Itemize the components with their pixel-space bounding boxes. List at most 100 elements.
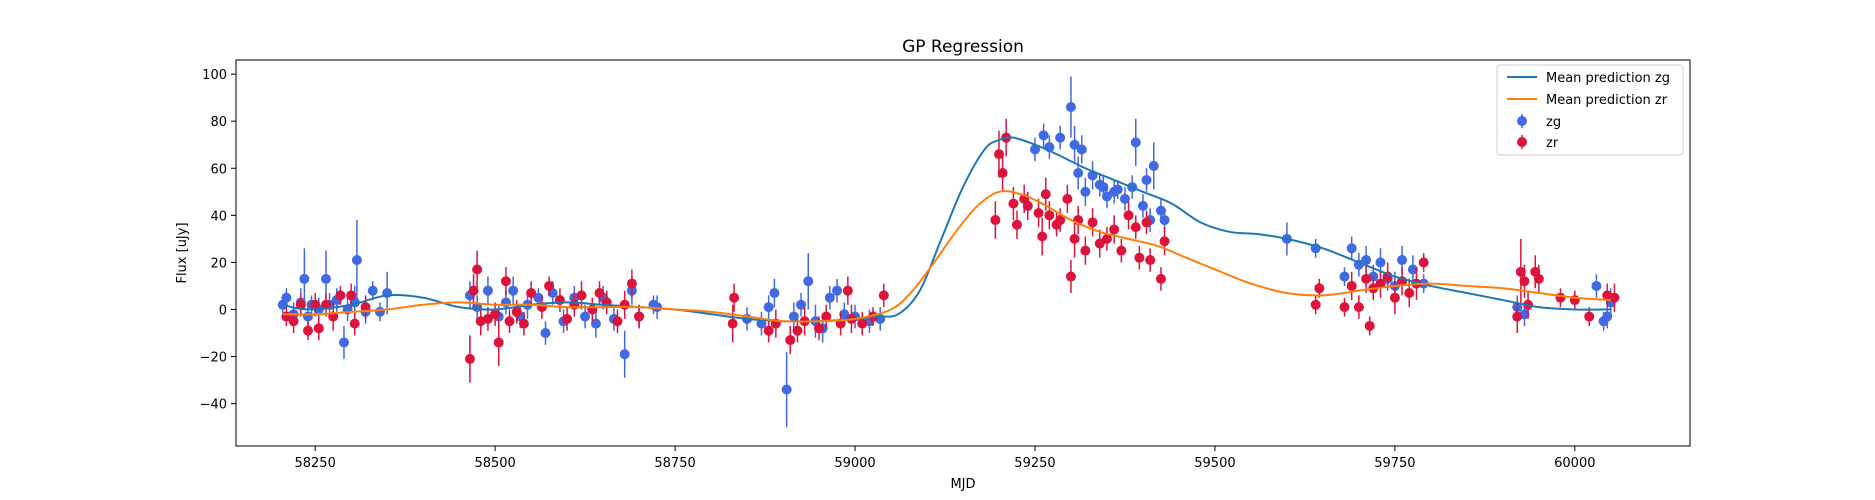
point-zg	[533, 292, 544, 303]
point-zr	[1512, 311, 1523, 322]
chart-title: GP Regression	[902, 37, 1024, 57]
point-zr	[1101, 233, 1112, 244]
point-zr	[335, 290, 346, 301]
point-zr	[313, 323, 324, 334]
point-zg	[1591, 280, 1602, 291]
point-zg	[590, 318, 601, 329]
point-zg	[1155, 205, 1166, 216]
point-zr	[576, 290, 587, 301]
y-tick-label: 80	[210, 115, 227, 130]
point-zr	[857, 318, 868, 329]
point-zg	[540, 328, 551, 339]
point-zr	[302, 325, 313, 336]
legend-box	[1496, 64, 1684, 156]
point-zr	[1116, 245, 1127, 256]
point-zr	[587, 304, 598, 315]
point-zr	[482, 313, 493, 324]
point-zg	[1148, 160, 1159, 171]
point-zr	[763, 325, 774, 336]
legend-marker-zr	[1517, 137, 1527, 147]
point-zr	[1069, 233, 1080, 244]
point-zg	[652, 302, 663, 313]
x-tick-label: 59500	[1194, 456, 1235, 471]
point-zg	[769, 288, 780, 299]
point-zr	[1109, 224, 1120, 235]
point-zr	[1314, 283, 1325, 294]
x-tick-label: 58250	[294, 456, 335, 471]
point-zg	[788, 311, 799, 322]
point-zr	[1141, 217, 1152, 228]
point-zg	[1055, 132, 1066, 143]
point-zr	[842, 285, 853, 296]
point-zr	[1584, 311, 1595, 322]
point-zr	[594, 288, 605, 299]
point-zg	[1098, 182, 1109, 193]
point-zr	[1375, 278, 1386, 289]
point-zr	[997, 167, 1008, 178]
point-zg	[1029, 144, 1040, 155]
point-zg	[1112, 184, 1123, 195]
point-zr	[1134, 252, 1145, 263]
point-zg	[1076, 144, 1087, 155]
point-zr	[727, 318, 738, 329]
point-zg	[619, 349, 630, 360]
point-zr	[1094, 238, 1105, 249]
point-zg	[839, 309, 850, 320]
legend: Mean prediction zg Mean prediction zr zg…	[1496, 64, 1684, 156]
point-zr	[544, 280, 555, 291]
point-zr	[1353, 302, 1364, 313]
point-zr	[1310, 299, 1321, 310]
point-zr	[1155, 273, 1166, 284]
point-zr	[1033, 207, 1044, 218]
point-zr	[878, 290, 889, 301]
point-zg	[1130, 137, 1141, 148]
mean-prediction-zr-line	[282, 190, 1611, 323]
legend-label-zr-line: Mean prediction zr	[1546, 93, 1668, 108]
point-zr	[1080, 245, 1091, 256]
point-zg	[500, 297, 511, 308]
point-zg	[1101, 191, 1112, 202]
point-zr	[1159, 236, 1170, 247]
point-zg	[281, 292, 292, 303]
x-tick-label: 59000	[834, 456, 875, 471]
point-zg	[1375, 257, 1386, 268]
point-zr	[785, 335, 796, 346]
point-zr	[310, 299, 321, 310]
point-zg	[1361, 255, 1372, 266]
legend-label-zg-line: Mean prediction zg	[1546, 71, 1670, 86]
point-zr	[729, 292, 740, 303]
point-zr	[612, 316, 623, 327]
x-tick-label: 58750	[654, 456, 695, 471]
point-zr	[493, 337, 504, 348]
point-zr	[1055, 215, 1066, 226]
point-zg	[1397, 255, 1408, 266]
y-tick-label: −20	[200, 351, 227, 366]
point-zg	[1141, 175, 1152, 186]
point-zg	[1602, 311, 1613, 322]
point-zr	[1533, 273, 1544, 284]
point-zr	[1040, 189, 1051, 200]
plot-frame	[235, 59, 1691, 447]
point-zr	[1145, 255, 1156, 266]
point-zr	[472, 264, 483, 275]
point-zg	[763, 302, 774, 313]
point-zr	[500, 276, 511, 287]
point-zr	[1037, 231, 1048, 242]
y-tick-label: 60	[210, 162, 227, 177]
point-zg	[1407, 264, 1418, 275]
point-zr	[468, 285, 479, 296]
y-tick-label: 100	[202, 68, 227, 83]
x-axis-label: MJD	[950, 477, 975, 492]
point-zg	[803, 276, 814, 287]
point-zr	[504, 316, 515, 327]
point-zr	[1339, 302, 1350, 313]
point-zr	[1123, 210, 1134, 221]
point-zg	[1069, 139, 1080, 150]
point-zr	[1022, 200, 1033, 211]
point-zg	[781, 384, 792, 395]
point-zg	[1080, 186, 1091, 197]
point-zg	[299, 273, 310, 284]
point-zg	[338, 337, 349, 348]
point-zr	[1515, 266, 1526, 277]
y-axis-label: Flux [uJy]	[175, 222, 190, 283]
